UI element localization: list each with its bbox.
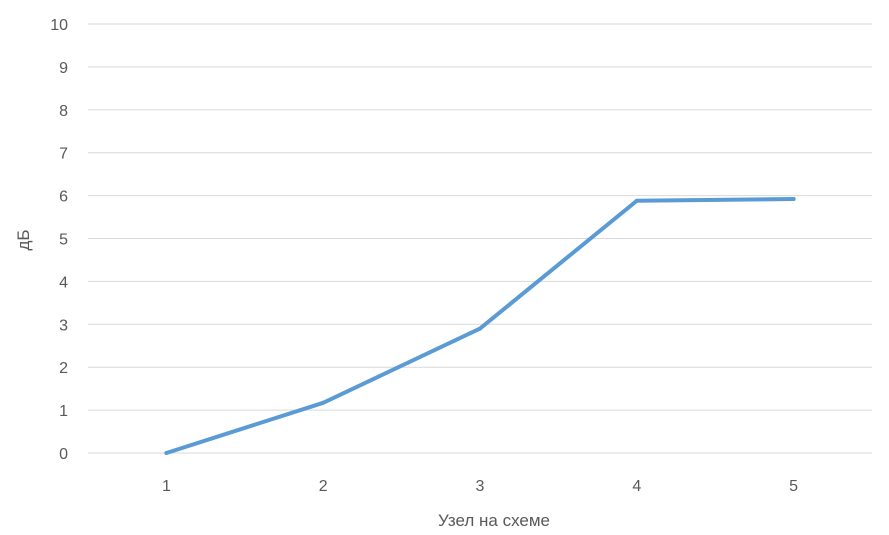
- y-axis-title: дБ: [14, 229, 33, 250]
- data-point: [634, 198, 639, 203]
- y-tick-label: 8: [59, 103, 68, 120]
- y-tick-label: 4: [59, 274, 68, 291]
- x-tick-label: 2: [319, 478, 328, 495]
- x-axis-ticks: 1 2 3 4 5: [162, 478, 798, 495]
- series-line: [164, 197, 796, 455]
- x-tick-label: 5: [789, 478, 798, 495]
- y-tick-label: 5: [59, 232, 68, 249]
- x-tick-label: 1: [162, 478, 171, 495]
- x-axis-title: Узел на схеме: [438, 511, 550, 530]
- y-tick-label: 10: [50, 17, 68, 34]
- y-tick-label: 1: [59, 403, 68, 420]
- gridlines: [88, 23, 872, 454]
- data-point: [478, 326, 482, 331]
- data-point: [791, 197, 796, 202]
- x-tick-label: 4: [632, 478, 641, 495]
- y-tick-label: 9: [59, 60, 68, 77]
- y-tick-label: 0: [59, 446, 68, 463]
- y-tick-label: 7: [59, 146, 68, 163]
- y-axis-ticks: 0 1 2 3 4 5 6 7 8 9 10: [50, 17, 68, 463]
- x-tick-label: 3: [476, 478, 485, 495]
- data-point: [321, 400, 326, 405]
- data-point: [164, 451, 169, 455]
- y-tick-label: 6: [59, 189, 68, 206]
- y-tick-label: 3: [59, 317, 68, 334]
- y-tick-label: 2: [59, 360, 68, 377]
- series-layer: [164, 197, 796, 455]
